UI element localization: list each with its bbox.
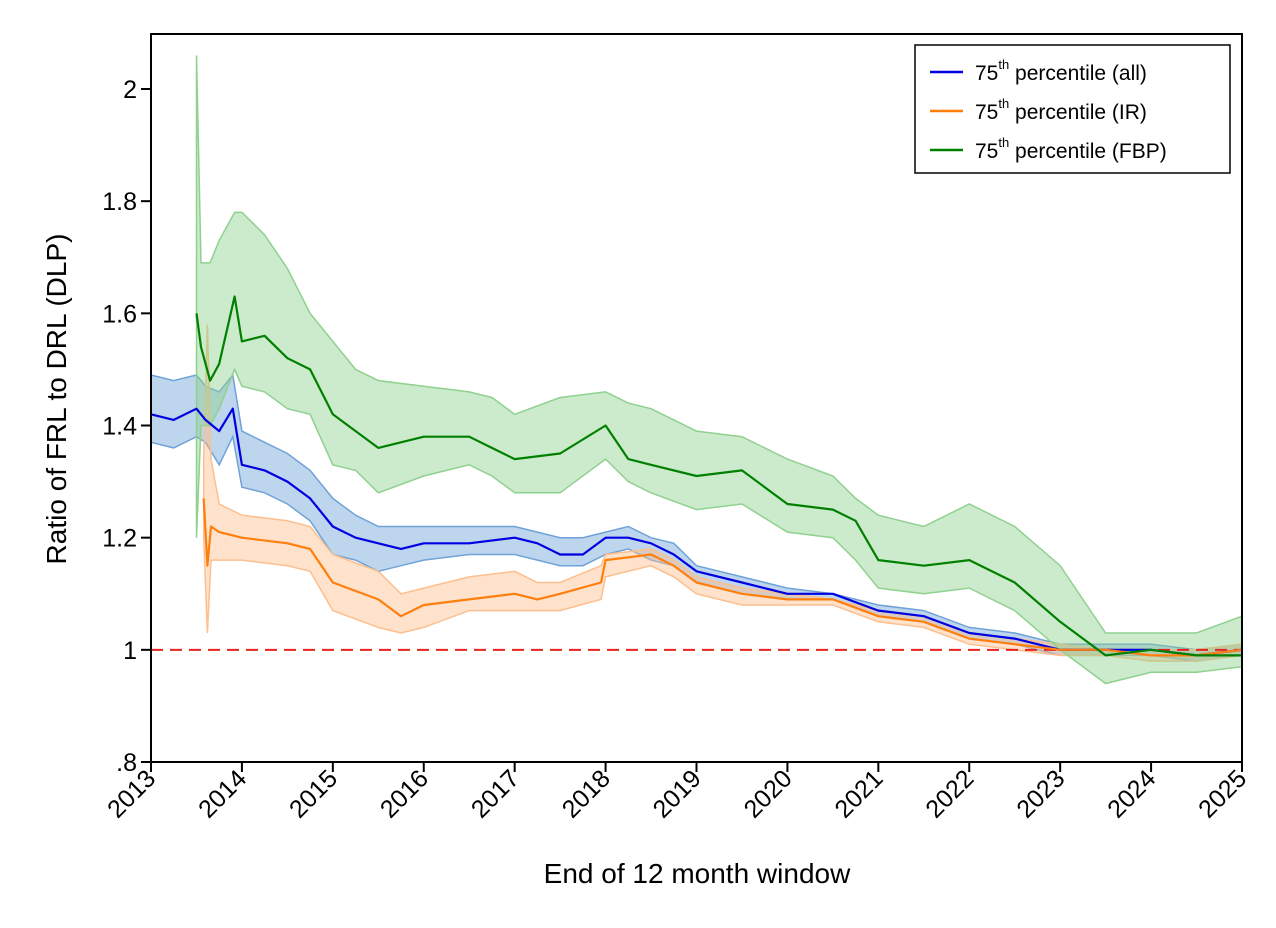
x-tick-label: 2023 (1011, 764, 1070, 823)
y-tick-label: 1.8 (102, 188, 137, 216)
x-tick-label: 2013 (102, 764, 161, 823)
legend-box (914, 44, 1231, 174)
x-tick-label: 2018 (557, 764, 616, 823)
x-tick-label: 2024 (1102, 764, 1161, 823)
y-tick-label: 1.6 (102, 300, 137, 328)
y-axis-title: Ratio of FRL to DRL (DLP) (41, 234, 72, 565)
line-series-3 (195, 295, 1242, 657)
y-tick-label: 1.4 (102, 413, 137, 441)
legend-entry-label: 75th percentile (FBP) (975, 135, 1167, 163)
x-axis-title: End of 12 month window (544, 858, 851, 889)
legend: 75th percentile (all) 75th percentile (IR… (914, 44, 1231, 174)
x-tick-label: 2020 (739, 764, 798, 823)
legend-entry-label: 75th percentile (IR) (975, 96, 1147, 124)
y-axis: .8 1 1.2 1.4 1.6 1.8 2 (102, 76, 151, 777)
y-tick-label: 2 (123, 76, 137, 104)
x-tick-label: 2017 (466, 764, 525, 823)
x-tick-label: 2022 (920, 764, 979, 823)
line-series-1 (150, 407, 1243, 657)
x-axis: 2013 2014 2015 2016 2017 2018 2019 2020 2021 2022… (102, 762, 1252, 824)
y-tick-label: 1.2 (102, 525, 137, 553)
x-tick-label: 2025 (1193, 764, 1252, 823)
line-series-2 (202, 498, 1243, 657)
x-tick-label: 2021 (829, 764, 888, 823)
x-tick-label: 2016 (375, 764, 434, 823)
y-tick-label: .8 (116, 749, 137, 777)
y-tick-label: 1 (123, 637, 137, 665)
x-tick-label: 2019 (648, 764, 707, 823)
legend-entry-label: 75th percentile (all) (975, 57, 1147, 85)
x-tick-label: 2015 (284, 764, 343, 823)
series-lines (150, 295, 1243, 657)
x-tick-label: 2014 (193, 764, 252, 823)
